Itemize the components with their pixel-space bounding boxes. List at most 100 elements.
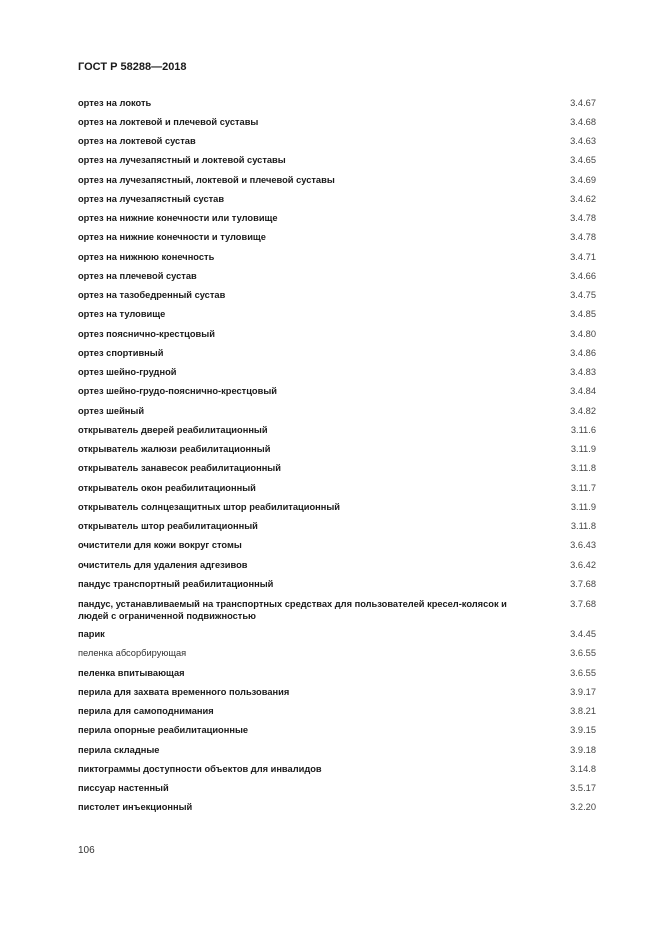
index-entry: пеленка впитывающая 3.6.55	[78, 664, 596, 683]
index-entry: ортез на тазобедренный сустав 3.4.75	[78, 286, 596, 305]
entry-reference: 3.5.17	[570, 783, 596, 793]
page-number: 106	[78, 845, 95, 856]
entry-term: перила складные	[78, 744, 160, 755]
index-entry: пеленка абсорбирующая 3.6.55	[78, 644, 596, 663]
index-entry: пандус транспортный реабилитационный 3.7.…	[78, 575, 596, 594]
entry-reference: 3.9.18	[570, 744, 596, 755]
entry-reference: 3.4.71	[570, 251, 596, 262]
index-entry: парик 3.4.45	[78, 625, 596, 644]
entry-reference: 3.4.83	[570, 367, 596, 377]
entry-reference: 3.11.6	[570, 424, 596, 435]
entry-reference: 3.4.45	[570, 629, 596, 639]
entry-reference: 3.6.55	[570, 648, 596, 659]
entry-reference: 3.4.86	[570, 347, 596, 358]
entry-term: ортез на лучезапястный сустав	[78, 193, 225, 204]
entry-term: ортез на тазобедренный сустав	[78, 290, 226, 300]
entry-reference: 3.4.84	[570, 386, 596, 397]
entry-reference: 3.11.8	[570, 463, 596, 474]
index-entry: ортез на нижние конечности или туловище 3…	[78, 209, 596, 228]
index-entry: открыватель жалюзи реабилитационный 3.11.…	[78, 440, 596, 459]
entry-reference: 3.4.82	[570, 405, 596, 416]
entry-term: пистолет инъекционный	[78, 802, 193, 813]
index-entry: ортез на туловище 3.4.85	[78, 305, 596, 324]
index-entry: пиктограммы доступности объектов для инв…	[78, 760, 596, 779]
entry-reference: 3.14.8	[570, 763, 596, 774]
entry-reference: 3.9.15	[570, 725, 596, 736]
entry-term: пандус транспортный реабилитационный	[78, 578, 274, 589]
entry-term: пеленка абсорбирующая	[78, 648, 187, 659]
index-entry: пистолет инъекционный 3.2.20	[78, 798, 596, 817]
entry-reference: 3.4.78	[570, 213, 596, 223]
entry-term: открыватель штор реабилитационный	[78, 521, 258, 531]
entry-reference: 3.11.7	[570, 482, 596, 493]
entry-term: перила для самоподнимания	[78, 706, 214, 716]
entry-reference: 3.8.21	[570, 706, 596, 716]
entry-reference: 3.11.9	[570, 444, 596, 454]
index-entry: открыватель занавесок реабилитационный 3.…	[78, 459, 596, 478]
entry-term: пиктограммы доступности объектов для инв…	[78, 763, 322, 774]
entry-term: открыватель занавесок реабилитационный	[78, 463, 281, 474]
entry-term: ортез спортивный	[78, 347, 164, 358]
entry-term: перила для захвата временного пользовани…	[78, 686, 290, 697]
index-entry: перила для самоподнимания 3.8.21	[78, 702, 596, 721]
entry-term: ортез на нижние конечности и туловище	[78, 232, 266, 243]
index-entry: пандус, устанавливаемый на транспортных …	[78, 594, 596, 625]
index-entry: очистители для кожи вокруг стомы 3.6.43	[78, 536, 596, 555]
index-entry: ортез шейный 3.4.82	[78, 402, 596, 421]
entry-term: открыватель дверей реабилитационный	[78, 424, 268, 435]
entry-reference: 3.4.68	[570, 116, 596, 127]
index-entry: ортез пояснично-крестцовый 3.4.80	[78, 325, 596, 344]
entry-term: писсуар настенный	[78, 783, 169, 793]
entry-reference: 3.11.9	[570, 501, 596, 512]
entry-reference: 3.4.62	[570, 193, 596, 204]
index-entry: открыватель дверей реабилитационный 3.11.…	[78, 421, 596, 440]
entry-term: ортез на туловище	[78, 309, 166, 320]
entry-term: пандус, устанавливаемый на транспортных …	[78, 598, 507, 621]
entry-term: ортез шейно-грудной	[78, 367, 177, 377]
entry-reference: 3.6.55	[570, 667, 596, 678]
index-entry: открыватель окон реабилитационный 3.11.7	[78, 479, 596, 498]
entry-reference: 3.2.20	[570, 802, 596, 813]
index-entry: ортез на лучезапястный, локтевой и плече…	[78, 171, 596, 190]
entry-term: пеленка впитывающая	[78, 667, 185, 678]
index-entry: перила для захвата временного пользовани…	[78, 683, 596, 702]
entry-term: перила опорные реабилитационные	[78, 725, 249, 736]
index-entry: ортез на плечевой сустав 3.4.66	[78, 267, 596, 286]
entry-term: очистители для кожи вокруг стомы	[78, 540, 242, 551]
index-entry: открыватель солнцезащитных штор реабилит…	[78, 498, 596, 517]
entry-reference: 3.4.66	[570, 270, 596, 281]
entry-term: ортез на нижнюю конечность	[78, 251, 215, 262]
entry-term: ортез пояснично-крестцовый	[78, 328, 215, 339]
entry-term: открыватель окон реабилитационный	[78, 482, 256, 493]
entry-reference: 3.4.78	[570, 232, 596, 243]
entry-reference: 3.4.85	[570, 309, 596, 320]
index-entry: ортез шейно-грудной 3.4.83	[78, 363, 596, 382]
entry-reference: 3.4.65	[570, 155, 596, 166]
entry-reference: 3.4.75	[570, 290, 596, 300]
entry-term: ортез на локтевой сустав	[78, 136, 196, 146]
entry-term: ортез на плечевой сустав	[78, 270, 197, 281]
index-entry: писсуар настенный 3.5.17	[78, 779, 596, 798]
index-entry: ортез шейно-грудо-пояснично-крестцовый 3.…	[78, 382, 596, 401]
index-entry: перила опорные реабилитационные 3.9.15	[78, 721, 596, 740]
index-entry: ортез на локтевой и плечевой суставы 3.4.…	[78, 113, 596, 132]
entry-reference: 3.9.17	[570, 686, 596, 697]
entry-term: ортез на нижние конечности или туловище	[78, 213, 278, 223]
document-header: ГОСТ Р 58288—2018	[78, 61, 187, 73]
index-entry: ортез на нижние конечности и туловище 3.4…	[78, 228, 596, 247]
entry-reference: 3.4.69	[570, 174, 596, 185]
entry-reference: 3.6.42	[570, 559, 596, 570]
entry-term: ортез шейный	[78, 405, 145, 416]
entry-reference: 3.6.43	[570, 540, 596, 551]
entry-term: открыватель солнцезащитных штор реабилит…	[78, 501, 341, 512]
entry-reference: 3.4.80	[570, 328, 596, 339]
entry-reference: 3.11.8	[570, 521, 596, 531]
index-entry: ортез на лучезапястный сустав 3.4.62	[78, 190, 596, 209]
entry-term: ортез на лучезапястный и локтевой сустав…	[78, 155, 286, 166]
entry-reference: 3.7.68	[570, 578, 596, 589]
index-entry: ортез на локоть 3.4.67	[78, 94, 596, 113]
index-list: ортез на локоть 3.4.67 ортез на локтевой и…	[78, 94, 596, 818]
entry-term: очиститель для удаления адгезивов	[78, 559, 248, 570]
index-entry: ортез на локтевой сустав 3.4.63	[78, 132, 596, 151]
entry-term: парик	[78, 629, 105, 639]
